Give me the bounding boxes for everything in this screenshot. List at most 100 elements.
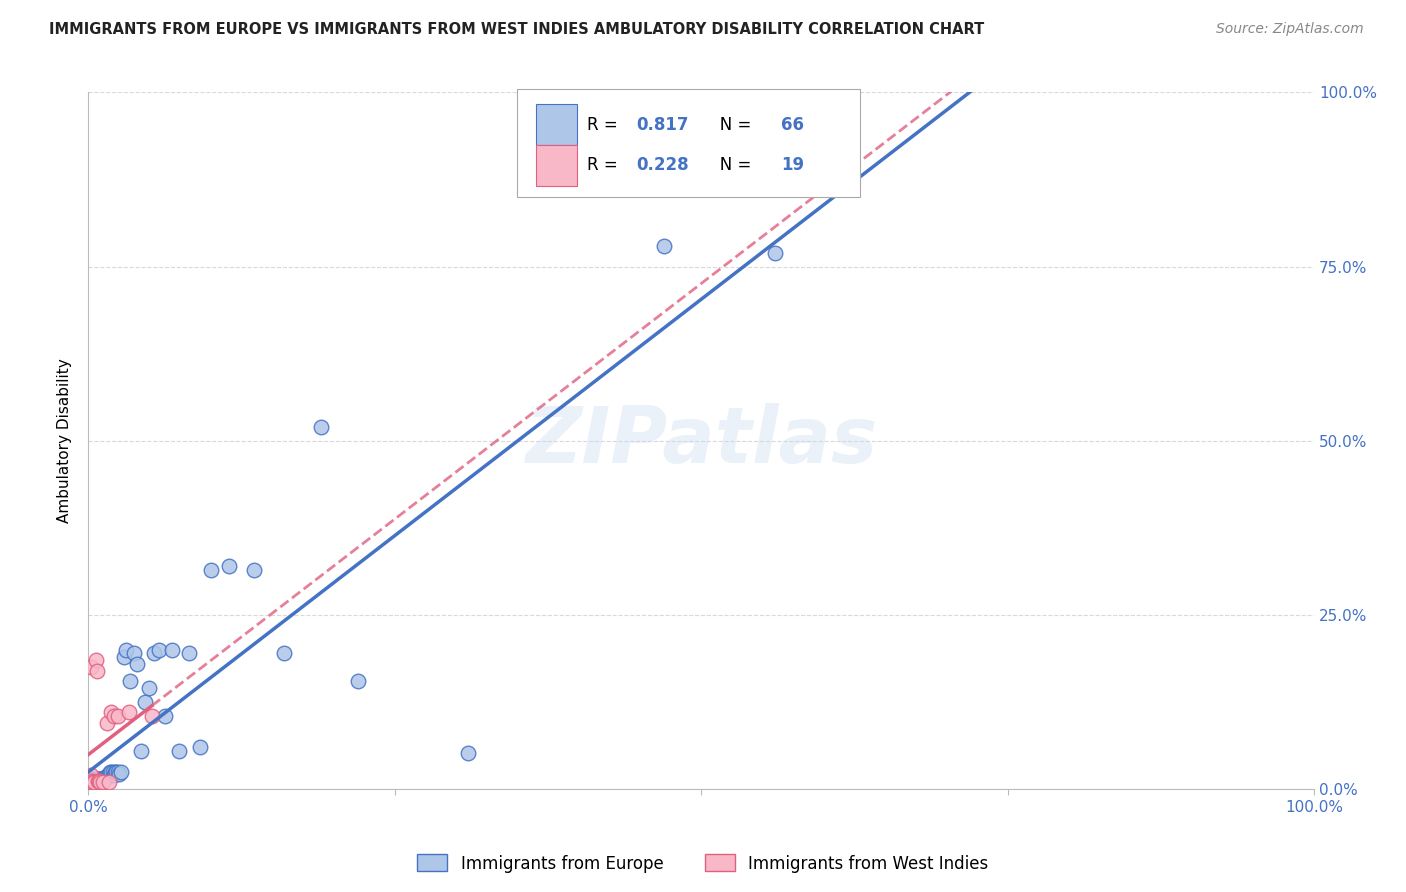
Point (83, 772, 105, 787)
Point (100, 764, 122, 779)
Point (148, 642, 170, 657)
Point (93, 772, 115, 786)
Text: ZIPatlas: ZIPatlas (524, 403, 877, 479)
Point (79, 660, 101, 674)
Point (107, 767, 129, 781)
Point (83, 775, 105, 789)
Point (89, 772, 111, 786)
Point (122, 646, 145, 660)
Point (112, 649, 135, 664)
Point (83, 775, 105, 789)
Text: N =: N = (703, 116, 756, 134)
Point (79, 776, 101, 790)
Text: Source: ZipAtlas.com: Source: ZipAtlas.com (1216, 22, 1364, 37)
Point (115, 642, 138, 657)
Text: IMMIGRANTS FROM EUROPE VS IMMIGRANTS FROM WEST INDIES AMBULATORY DISABILITY CORR: IMMIGRANTS FROM EUROPE VS IMMIGRANTS FRO… (49, 22, 984, 37)
Point (160, 642, 183, 657)
Point (242, 563, 264, 577)
Point (127, 657, 149, 671)
Point (167, 744, 190, 758)
Point (84, 772, 107, 787)
Point (79, 772, 101, 786)
Point (86, 775, 108, 789)
Point (89, 772, 111, 786)
Point (82, 776, 104, 790)
Text: 19: 19 (780, 156, 804, 174)
Point (89, 775, 111, 789)
Point (79, 773, 101, 788)
Point (80, 775, 103, 789)
Point (104, 764, 127, 779)
Text: 0.817: 0.817 (636, 116, 689, 134)
Point (79, 773, 101, 788)
Point (218, 559, 240, 574)
Point (138, 681, 160, 695)
Text: N =: N = (703, 156, 756, 174)
Point (107, 764, 129, 779)
Point (89, 775, 111, 789)
Text: R =: R = (588, 156, 623, 174)
Point (309, 419, 332, 434)
Point (188, 740, 211, 755)
Point (347, 674, 370, 689)
Point (100, 706, 122, 720)
Point (80, 776, 103, 790)
Point (82, 775, 104, 789)
Point (79, 775, 101, 789)
Point (96, 715, 118, 730)
FancyBboxPatch shape (517, 89, 860, 197)
Text: 66: 66 (780, 116, 804, 134)
Point (143, 646, 166, 660)
Point (90, 773, 112, 788)
Point (89, 775, 111, 789)
Point (101, 764, 124, 779)
Point (118, 674, 141, 689)
Point (110, 764, 132, 779)
Point (91, 775, 114, 789)
Point (96, 770, 118, 784)
Point (98, 764, 121, 779)
Text: R =: R = (588, 116, 623, 134)
Point (107, 709, 129, 723)
Y-axis label: Ambulatory Disability: Ambulatory Disability (58, 359, 72, 523)
Point (103, 768, 125, 782)
Point (654, 238, 676, 252)
Point (91, 772, 114, 786)
Point (84, 653, 107, 667)
Point (79, 779, 101, 793)
Point (129, 744, 152, 758)
Point (457, 746, 479, 760)
Point (79, 775, 101, 789)
Point (177, 646, 200, 660)
Point (105, 764, 128, 779)
Point (103, 709, 125, 723)
Point (200, 563, 222, 577)
Point (155, 709, 177, 723)
Point (82, 772, 104, 786)
Point (273, 646, 295, 660)
Point (837, 169, 859, 183)
FancyBboxPatch shape (536, 145, 578, 186)
Point (763, 245, 786, 260)
Point (86, 664, 108, 678)
Point (97, 768, 120, 782)
Point (98, 767, 121, 781)
Point (94, 770, 117, 784)
Point (87, 775, 110, 789)
Point (87, 772, 110, 786)
Point (79, 768, 101, 782)
Point (87, 773, 110, 788)
Text: 0.228: 0.228 (636, 156, 689, 174)
Point (141, 709, 163, 723)
Point (86, 772, 108, 786)
Point (80, 773, 103, 788)
Point (89, 773, 111, 788)
Point (82, 773, 104, 788)
Point (117, 706, 139, 720)
Point (84, 775, 107, 789)
Point (98, 775, 121, 789)
Point (134, 695, 156, 709)
Point (83, 776, 105, 790)
Point (80, 772, 103, 786)
Legend: Immigrants from Europe, Immigrants from West Indies: Immigrants from Europe, Immigrants from … (411, 847, 995, 880)
